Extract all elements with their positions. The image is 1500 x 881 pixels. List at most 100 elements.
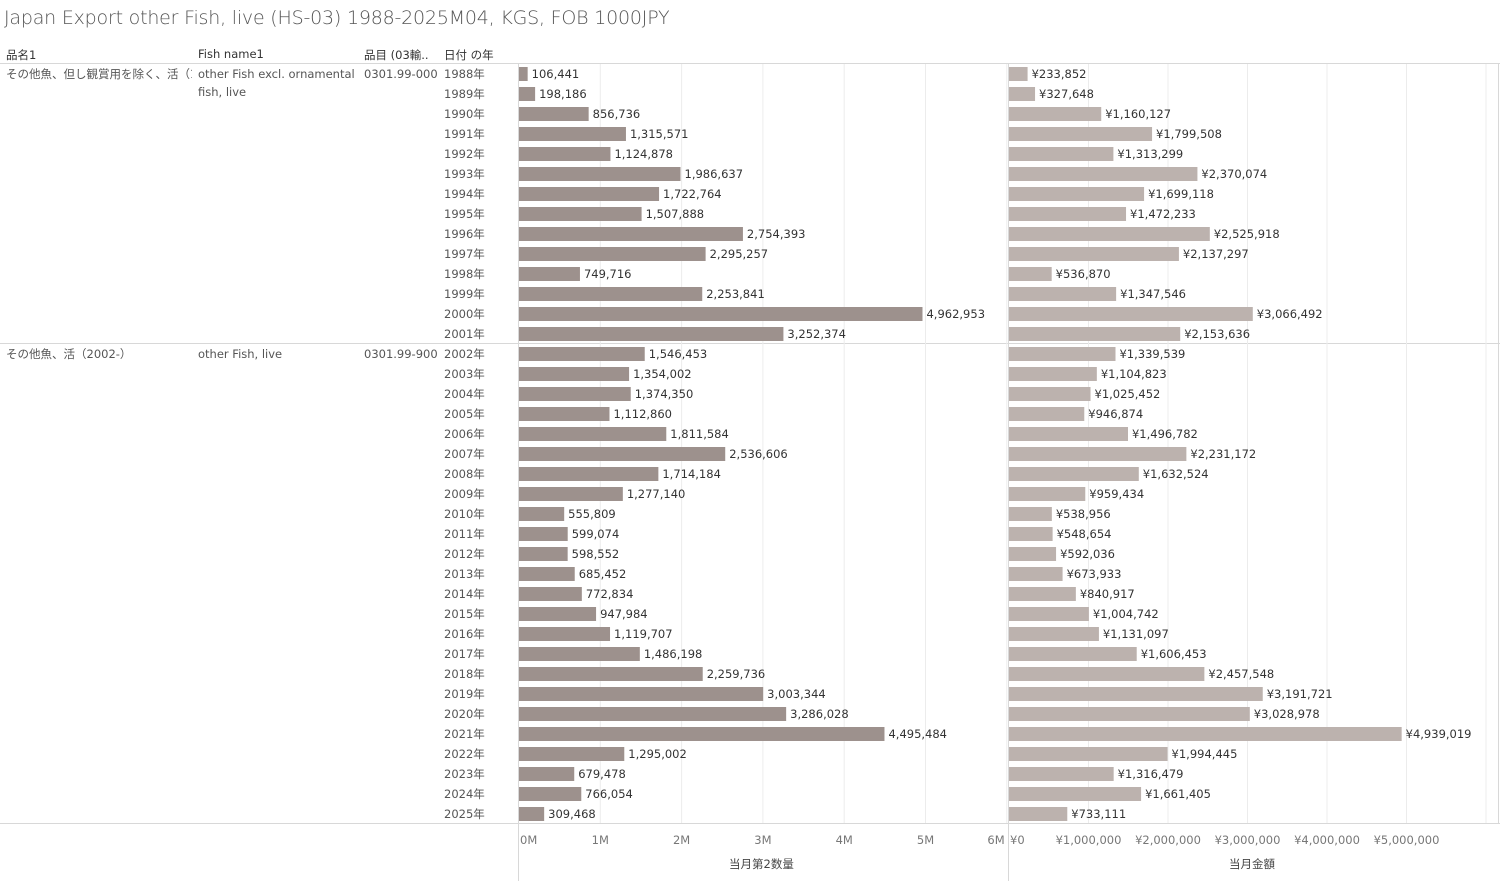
quantity-value-label: 2,754,393	[747, 227, 806, 241]
amount-bar	[1009, 347, 1116, 361]
year-label[interactable]: 1991年	[444, 127, 485, 141]
amount-bar	[1009, 467, 1139, 481]
tick-label: 4M	[836, 833, 853, 847]
amount-value-label: ¥1,339,539	[1119, 347, 1185, 361]
year-label[interactable]: 2017年	[444, 647, 485, 661]
year-label[interactable]: 1988年	[444, 67, 485, 81]
year-label[interactable]: 2000年	[444, 307, 485, 321]
year-label[interactable]: 2025年	[444, 807, 485, 821]
year-label[interactable]: 2008年	[444, 467, 485, 481]
group-name-jp[interactable]: その他魚、活（2002-）	[6, 347, 132, 361]
quantity-bar	[519, 707, 787, 721]
year-label[interactable]: 1996年	[444, 227, 485, 241]
quantity-bar	[519, 767, 575, 781]
amount-bar	[1009, 127, 1153, 141]
amount-value-label: ¥3,191,721	[1267, 687, 1333, 701]
group-name-jp[interactable]: その他魚、但し観賞用を除く、活（1..	[6, 67, 192, 81]
year-label[interactable]: 2021年	[444, 727, 485, 741]
year-label[interactable]: 1993年	[444, 167, 485, 181]
tick-label: 2M	[673, 833, 690, 847]
amount-value-label: ¥538,956	[1056, 507, 1111, 521]
amount-bar	[1009, 547, 1057, 561]
year-label[interactable]: 2007年	[444, 447, 485, 461]
year-label[interactable]: 2001年	[444, 327, 485, 341]
quantity-bar	[519, 367, 630, 381]
quantity-bar	[519, 147, 611, 161]
group-name-en[interactable]: other Fish, live	[198, 347, 283, 361]
amount-value-label: ¥1,472,233	[1130, 207, 1196, 221]
quantity-bar	[519, 227, 743, 241]
quantity-value-label: 1,374,350	[635, 387, 694, 401]
year-label[interactable]: 2018年	[444, 667, 485, 681]
year-label[interactable]: 1995年	[444, 207, 485, 221]
year-label[interactable]: 1997年	[444, 247, 485, 261]
amount-bar	[1009, 687, 1263, 701]
quantity-value-label: 685,452	[579, 567, 627, 581]
year-label[interactable]: 1994年	[444, 187, 485, 201]
year-label[interactable]: 1999年	[444, 287, 485, 301]
header-col-name-jp[interactable]: 品名1	[6, 48, 37, 62]
group-name-en[interactable]: other Fish excl. ornamental fish, live	[198, 67, 355, 99]
year-label[interactable]: 2020年	[444, 707, 485, 721]
year-label[interactable]: 2014年	[444, 587, 485, 601]
amount-bar	[1009, 587, 1076, 601]
amount-bar	[1009, 327, 1181, 341]
quantity-bar	[519, 647, 640, 661]
quantity-bar	[519, 547, 568, 561]
quantity-bar	[519, 807, 545, 821]
amount-bar	[1009, 647, 1137, 661]
year-label[interactable]: 2006年	[444, 427, 485, 441]
amount-axis-title: 当月金額	[1229, 857, 1275, 871]
year-label[interactable]: 2002年	[444, 347, 485, 361]
quantity-bar	[519, 427, 667, 441]
quantity-bar	[519, 207, 642, 221]
amount-bar	[1009, 267, 1052, 281]
year-label[interactable]: 2004年	[444, 387, 485, 401]
quantity-bar	[519, 67, 528, 81]
group-code[interactable]: 0301.99-000	[364, 67, 438, 81]
quantity-pane-border	[518, 63, 519, 881]
year-label[interactable]: 2003年	[444, 367, 485, 381]
group-code[interactable]: 0301.99-900	[364, 347, 438, 361]
quantity-bar	[519, 487, 623, 501]
amount-value-label: ¥1,004,742	[1093, 607, 1159, 621]
amount-bar	[1009, 227, 1210, 241]
year-label[interactable]: 1992年	[444, 147, 485, 161]
year-label[interactable]: 2024年	[444, 787, 485, 801]
quantity-value-label: 1,124,878	[614, 147, 673, 161]
quantity-value-label: 947,984	[600, 607, 648, 621]
header-col-fish-name[interactable]: Fish name1	[198, 47, 264, 61]
quantity-value-label: 2,253,841	[706, 287, 765, 301]
quantity-value-label: 1,714,184	[662, 467, 721, 481]
amount-bar	[1009, 627, 1099, 641]
amount-bar	[1009, 707, 1250, 721]
year-label[interactable]: 2022年	[444, 747, 485, 761]
year-label[interactable]: 2011年	[444, 527, 485, 541]
quantity-bar	[519, 387, 631, 401]
amount-bar	[1009, 107, 1102, 121]
page-title: Japan Export other Fish, live (HS-03) 19…	[4, 7, 670, 29]
year-label[interactable]: 2019年	[444, 687, 485, 701]
year-label[interactable]: 2012年	[444, 547, 485, 561]
year-label[interactable]: 1998年	[444, 267, 485, 281]
amount-bar	[1009, 367, 1097, 381]
header-col-year[interactable]: 日付 の年	[444, 48, 494, 62]
quantity-bar	[519, 247, 706, 261]
quantity-value-label: 2,536,606	[729, 447, 788, 461]
amount-bar	[1009, 727, 1402, 741]
year-label[interactable]: 2016年	[444, 627, 485, 641]
year-label[interactable]: 2013年	[444, 567, 485, 581]
year-label[interactable]: 2010年	[444, 507, 485, 521]
tick-label: 0M	[520, 833, 537, 847]
year-label[interactable]: 1990年	[444, 107, 485, 121]
header-col-code[interactable]: 品目 (03輸..	[364, 48, 429, 62]
amount-bar	[1009, 807, 1068, 821]
year-label[interactable]: 1989年	[444, 87, 485, 101]
quantity-bar	[519, 667, 703, 681]
quantity-value-label: 749,716	[584, 267, 632, 281]
year-label[interactable]: 2005年	[444, 407, 485, 421]
year-label[interactable]: 2015年	[444, 607, 485, 621]
year-label[interactable]: 2023年	[444, 767, 485, 781]
year-label[interactable]: 2009年	[444, 487, 485, 501]
